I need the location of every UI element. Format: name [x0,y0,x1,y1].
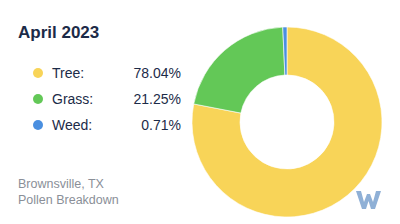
annotation: Brownsville, TX [18,177,105,191]
legend-value: 21.25% [134,91,181,107]
legend: Tree: 78.04% Grass: 21.25% Weed: 0.71% [33,65,181,133]
legend-swatch [33,68,43,78]
slice [283,27,287,75]
legend-label: Tree: [52,65,84,81]
legend-value: 78.04% [134,65,181,81]
logo [356,191,381,209]
logo-shape [356,191,381,209]
legend-value: 0.71% [141,117,181,133]
annotation: Pollen Breakdown [18,193,119,207]
legend-swatch [33,94,43,104]
legend-label: Weed: [52,117,92,133]
donut [192,27,382,217]
title: April 2023 [18,23,99,42]
legend-label: Grass: [52,91,93,107]
slice [192,27,382,217]
legend-swatch [33,120,43,130]
slice [194,27,285,113]
chart: April 2023 Tree: 78.04% Grass: 21.25% Weed: 0.… [0,0,400,224]
